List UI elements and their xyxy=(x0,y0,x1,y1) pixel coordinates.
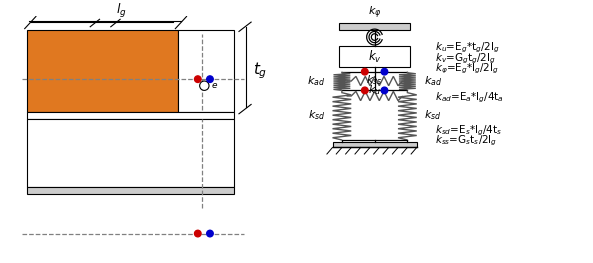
Circle shape xyxy=(207,76,213,82)
FancyBboxPatch shape xyxy=(27,187,234,194)
Text: $k_{sd}$=E$_s$*l$_g$/4t$_s$: $k_{sd}$=E$_s$*l$_g$/4t$_s$ xyxy=(435,123,502,138)
Circle shape xyxy=(381,68,388,75)
Text: $k_v$=G$_g$t$_g$/2l$_g$: $k_v$=G$_g$t$_g$/2l$_g$ xyxy=(435,51,496,66)
FancyBboxPatch shape xyxy=(27,119,234,187)
Text: $t_g$: $t_g$ xyxy=(253,60,267,81)
Text: $k_{sd}$: $k_{sd}$ xyxy=(424,108,442,122)
Text: $e$: $e$ xyxy=(211,81,218,90)
Circle shape xyxy=(195,76,201,82)
FancyBboxPatch shape xyxy=(27,29,178,112)
Text: $k_u$: $k_u$ xyxy=(368,83,381,97)
FancyBboxPatch shape xyxy=(178,29,234,112)
Text: $k_{ad}$: $k_{ad}$ xyxy=(424,74,442,88)
Text: $k_u$=E$_g$*t$_g$/2l$_g$: $k_u$=E$_g$*t$_g$/2l$_g$ xyxy=(435,41,500,55)
FancyBboxPatch shape xyxy=(339,46,410,67)
FancyBboxPatch shape xyxy=(333,142,417,148)
Text: $k_{ss}$=G$_s$t$_s$/2l$_g$: $k_{ss}$=G$_s$t$_s$/2l$_g$ xyxy=(435,134,498,148)
FancyBboxPatch shape xyxy=(27,112,234,119)
Circle shape xyxy=(381,87,388,94)
Text: $k_{ss}$: $k_{ss}$ xyxy=(366,73,383,87)
Text: $k_\varphi$: $k_\varphi$ xyxy=(368,5,381,21)
Text: $k_{sd}$: $k_{sd}$ xyxy=(308,108,325,122)
Circle shape xyxy=(362,68,368,75)
Circle shape xyxy=(207,230,213,237)
Text: $k_{ad}$=E$_a$*l$_g$/4t$_a$: $k_{ad}$=E$_a$*l$_g$/4t$_a$ xyxy=(435,91,504,105)
Text: $k_{ad}$: $k_{ad}$ xyxy=(307,74,325,88)
Circle shape xyxy=(200,81,209,90)
Circle shape xyxy=(195,230,201,237)
Text: $k_v$: $k_v$ xyxy=(368,49,381,65)
FancyBboxPatch shape xyxy=(339,23,410,29)
Text: $k_\varphi$=E$_g$*l$_g$/2l$_g$: $k_\varphi$=E$_g$*l$_g$/2l$_g$ xyxy=(435,62,499,76)
Circle shape xyxy=(362,87,368,94)
Text: $l_g$: $l_g$ xyxy=(116,2,126,20)
